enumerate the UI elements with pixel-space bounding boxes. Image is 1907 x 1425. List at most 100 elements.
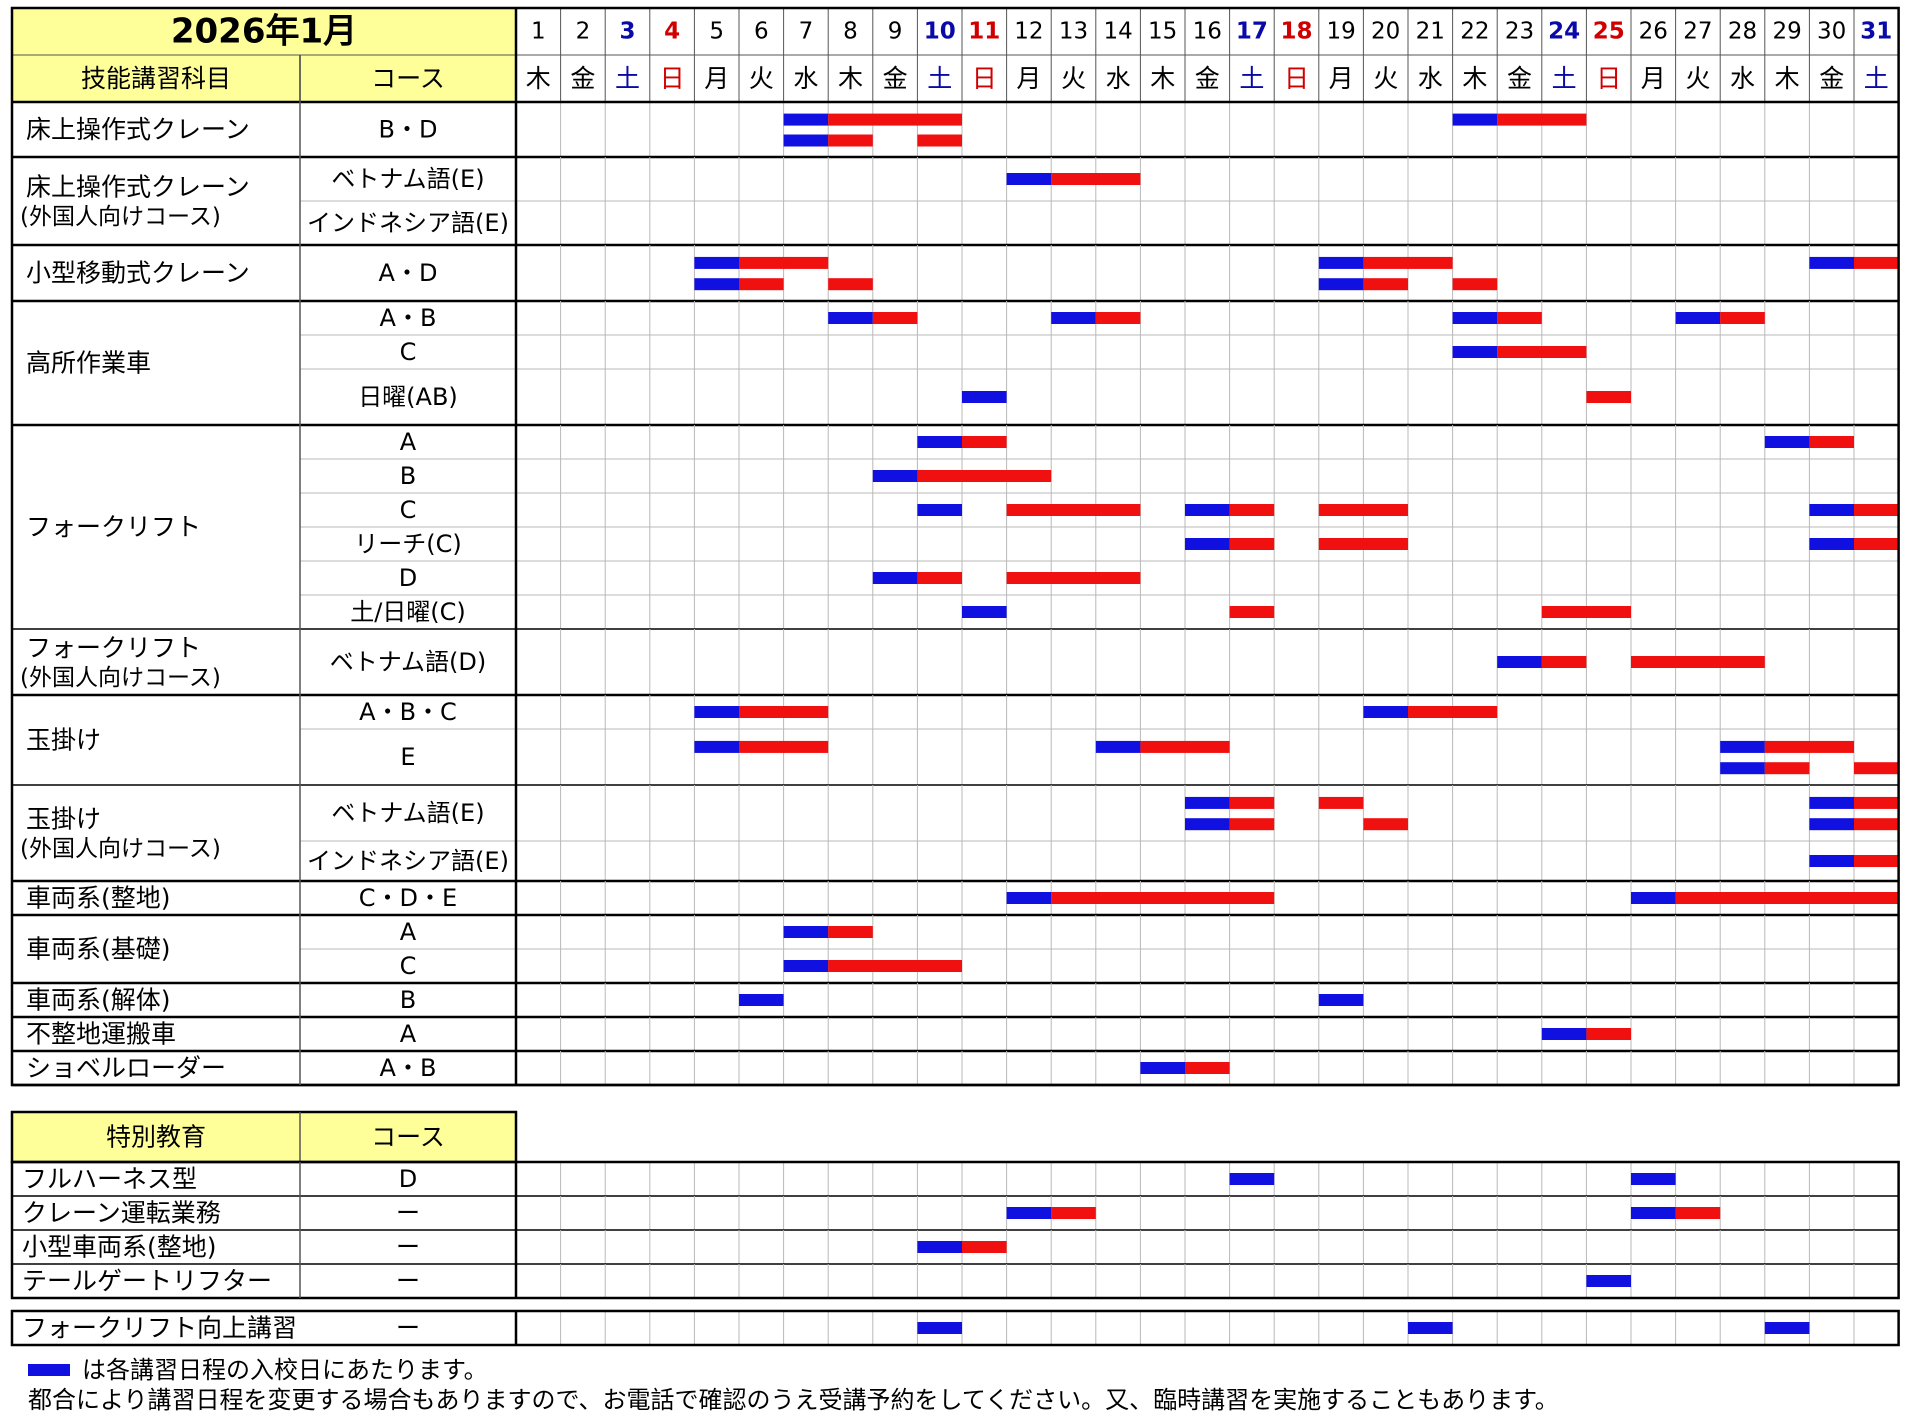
schedule-course-bar-0 xyxy=(1229,796,1275,809)
special-course-label: ー xyxy=(396,1267,420,1295)
weekday-label: 金 xyxy=(1507,64,1532,93)
special-subject-label: フルハーネス型 xyxy=(22,1165,197,1194)
schedule-course-bar-0 xyxy=(739,256,829,269)
weekday-label: 水 xyxy=(1730,64,1755,93)
schedule-course-bar-0 xyxy=(917,572,962,584)
schedule-change-note: 都合により講習日程を変更する場合もありますので、お電話で確認のうえ受講予約をして… xyxy=(28,1386,1559,1414)
weekday-label: 水 xyxy=(1418,64,1443,93)
schedule-entry-bar-0 xyxy=(1006,173,1052,185)
improvement-entry-bar-0 xyxy=(917,1322,962,1334)
special-course-bar-0 xyxy=(962,1241,1007,1253)
course-label: C xyxy=(400,952,417,980)
subject-label: ショベルローダー xyxy=(26,1054,226,1083)
weekday-label: 火 xyxy=(1685,64,1710,93)
weekday-label: 月 xyxy=(1016,64,1041,93)
weekday-label: 土 xyxy=(1239,64,1264,93)
special-entry-bar-0 xyxy=(917,1241,962,1253)
schedule-entry-bar-0 xyxy=(1140,1062,1185,1074)
weekday-label: 木 xyxy=(1150,64,1175,93)
schedule-course-bar-0 xyxy=(917,470,1052,482)
day-number: 12 xyxy=(1014,19,1043,45)
course-label: ベトナム語(D) xyxy=(330,648,487,676)
special-education-header: 特別教育 xyxy=(106,1123,206,1152)
schedule-course-bar-0 xyxy=(872,312,918,324)
schedule-entry-bar-1 xyxy=(1318,256,1364,269)
schedule-entry-bar-0 xyxy=(1541,1028,1587,1040)
section1-frame xyxy=(10,6,1900,1087)
schedule-course-bar-1 xyxy=(828,278,873,291)
course-label: A xyxy=(400,1020,417,1048)
special-course-label: ー xyxy=(396,1199,420,1227)
weekday-label: 日 xyxy=(660,64,685,93)
schedule-entry-bar-0 xyxy=(1185,818,1230,831)
weekday-label: 日 xyxy=(1284,64,1309,93)
schedule-entry-bar-2 xyxy=(1809,538,1854,550)
schedule-entry-bar-2 xyxy=(1720,740,1765,753)
subject-label: 高所作業車 xyxy=(26,349,151,378)
schedule-entry-bar-0 xyxy=(694,256,739,269)
day-number: 8 xyxy=(843,19,858,45)
subject-label: 車両系(整地) xyxy=(26,884,171,913)
weekday-label: 土 xyxy=(1552,64,1577,93)
footer-notes: は各講習日程の入校日にあたります。 都合により講習日程を変更する場合もありますの… xyxy=(28,1355,1888,1415)
day-number: 26 xyxy=(1639,19,1668,45)
day-number: 19 xyxy=(1326,19,1355,45)
schedule-course-bar-2 xyxy=(1764,740,1854,753)
special-entry-bar-1 xyxy=(1631,1207,1676,1219)
schedule-course-bar-1 xyxy=(1809,436,1854,448)
special-entry-bar-0 xyxy=(1586,1275,1631,1287)
schedule-course-bar-0 xyxy=(1229,538,1275,550)
schedule-entry-bar-2 xyxy=(1452,312,1498,324)
schedule-entry-bar-0 xyxy=(828,312,873,324)
course-label: C xyxy=(400,496,417,524)
day-number: 20 xyxy=(1371,19,1400,45)
weekday-label: 日 xyxy=(1596,64,1621,93)
schedule-course-bar-3 xyxy=(1452,278,1498,291)
weekday-label: 火 xyxy=(1373,64,1398,93)
day-number: 24 xyxy=(1548,19,1580,45)
subject-label: フォークリフト xyxy=(26,513,201,542)
schedule-course-bar-2 xyxy=(1854,796,1899,809)
schedule-course-bar-0 xyxy=(739,278,784,291)
legend-line: は各講習日程の入校日にあたります。 xyxy=(28,1355,1888,1385)
improvement-course-value: ー xyxy=(396,1314,420,1342)
schedule-entry-bar-0 xyxy=(872,572,918,584)
day-number: 6 xyxy=(754,19,769,45)
schedule-course-bar-0 xyxy=(739,740,829,753)
schedule-course-bar-4 xyxy=(1854,504,1899,516)
schedule-entry-bar-0 xyxy=(1006,892,1052,904)
schedule-entry-bar-0 xyxy=(1809,855,1854,867)
subject-sublabel: (外国人向けコース) xyxy=(20,665,221,691)
day-number: 23 xyxy=(1505,19,1534,45)
course-label: C xyxy=(400,338,417,366)
course-label: インドネシア語(E) xyxy=(307,847,509,875)
course-label: インドネシア語(E) xyxy=(307,209,509,237)
schedule-course-bar-1 xyxy=(1497,113,1587,126)
schedule-course-bar-0 xyxy=(1497,346,1587,358)
subject-label: フォークリフト xyxy=(26,634,201,663)
schedule-entry-bar-0 xyxy=(872,470,918,482)
schedule-course-bar-1 xyxy=(1318,796,1364,809)
subject-sublabel: (外国人向けコース) xyxy=(20,204,221,230)
day-number: 10 xyxy=(924,19,956,45)
schedule-entry-bar-0 xyxy=(694,706,739,718)
subject-label: 床上操作式クレーン xyxy=(26,173,250,202)
weekday-label: 木 xyxy=(1462,64,1487,93)
weekday-label: 月 xyxy=(704,64,729,93)
weekday-label: 木 xyxy=(526,64,551,93)
course-label: 日曜(AB) xyxy=(358,383,458,411)
subject-label: 不整地運搬車 xyxy=(26,1020,176,1049)
weekday-label: 水 xyxy=(793,64,818,93)
schedule-entry-bar-0 xyxy=(1452,346,1498,358)
improvement-entry-bar-1 xyxy=(1408,1322,1453,1334)
schedule-course-bar-2 xyxy=(1497,312,1542,324)
weekday-label: 日 xyxy=(972,64,997,93)
schedule-entry-bar-0 xyxy=(1720,762,1765,775)
schedule-entry-bar-0 xyxy=(917,504,962,516)
course-label: A xyxy=(400,428,417,456)
schedule-entry-bar-0 xyxy=(739,994,784,1006)
section2-header xyxy=(10,1110,518,1164)
schedule-entry-bar-0 xyxy=(694,740,739,753)
schedule-entry-bar-3 xyxy=(1675,312,1721,324)
